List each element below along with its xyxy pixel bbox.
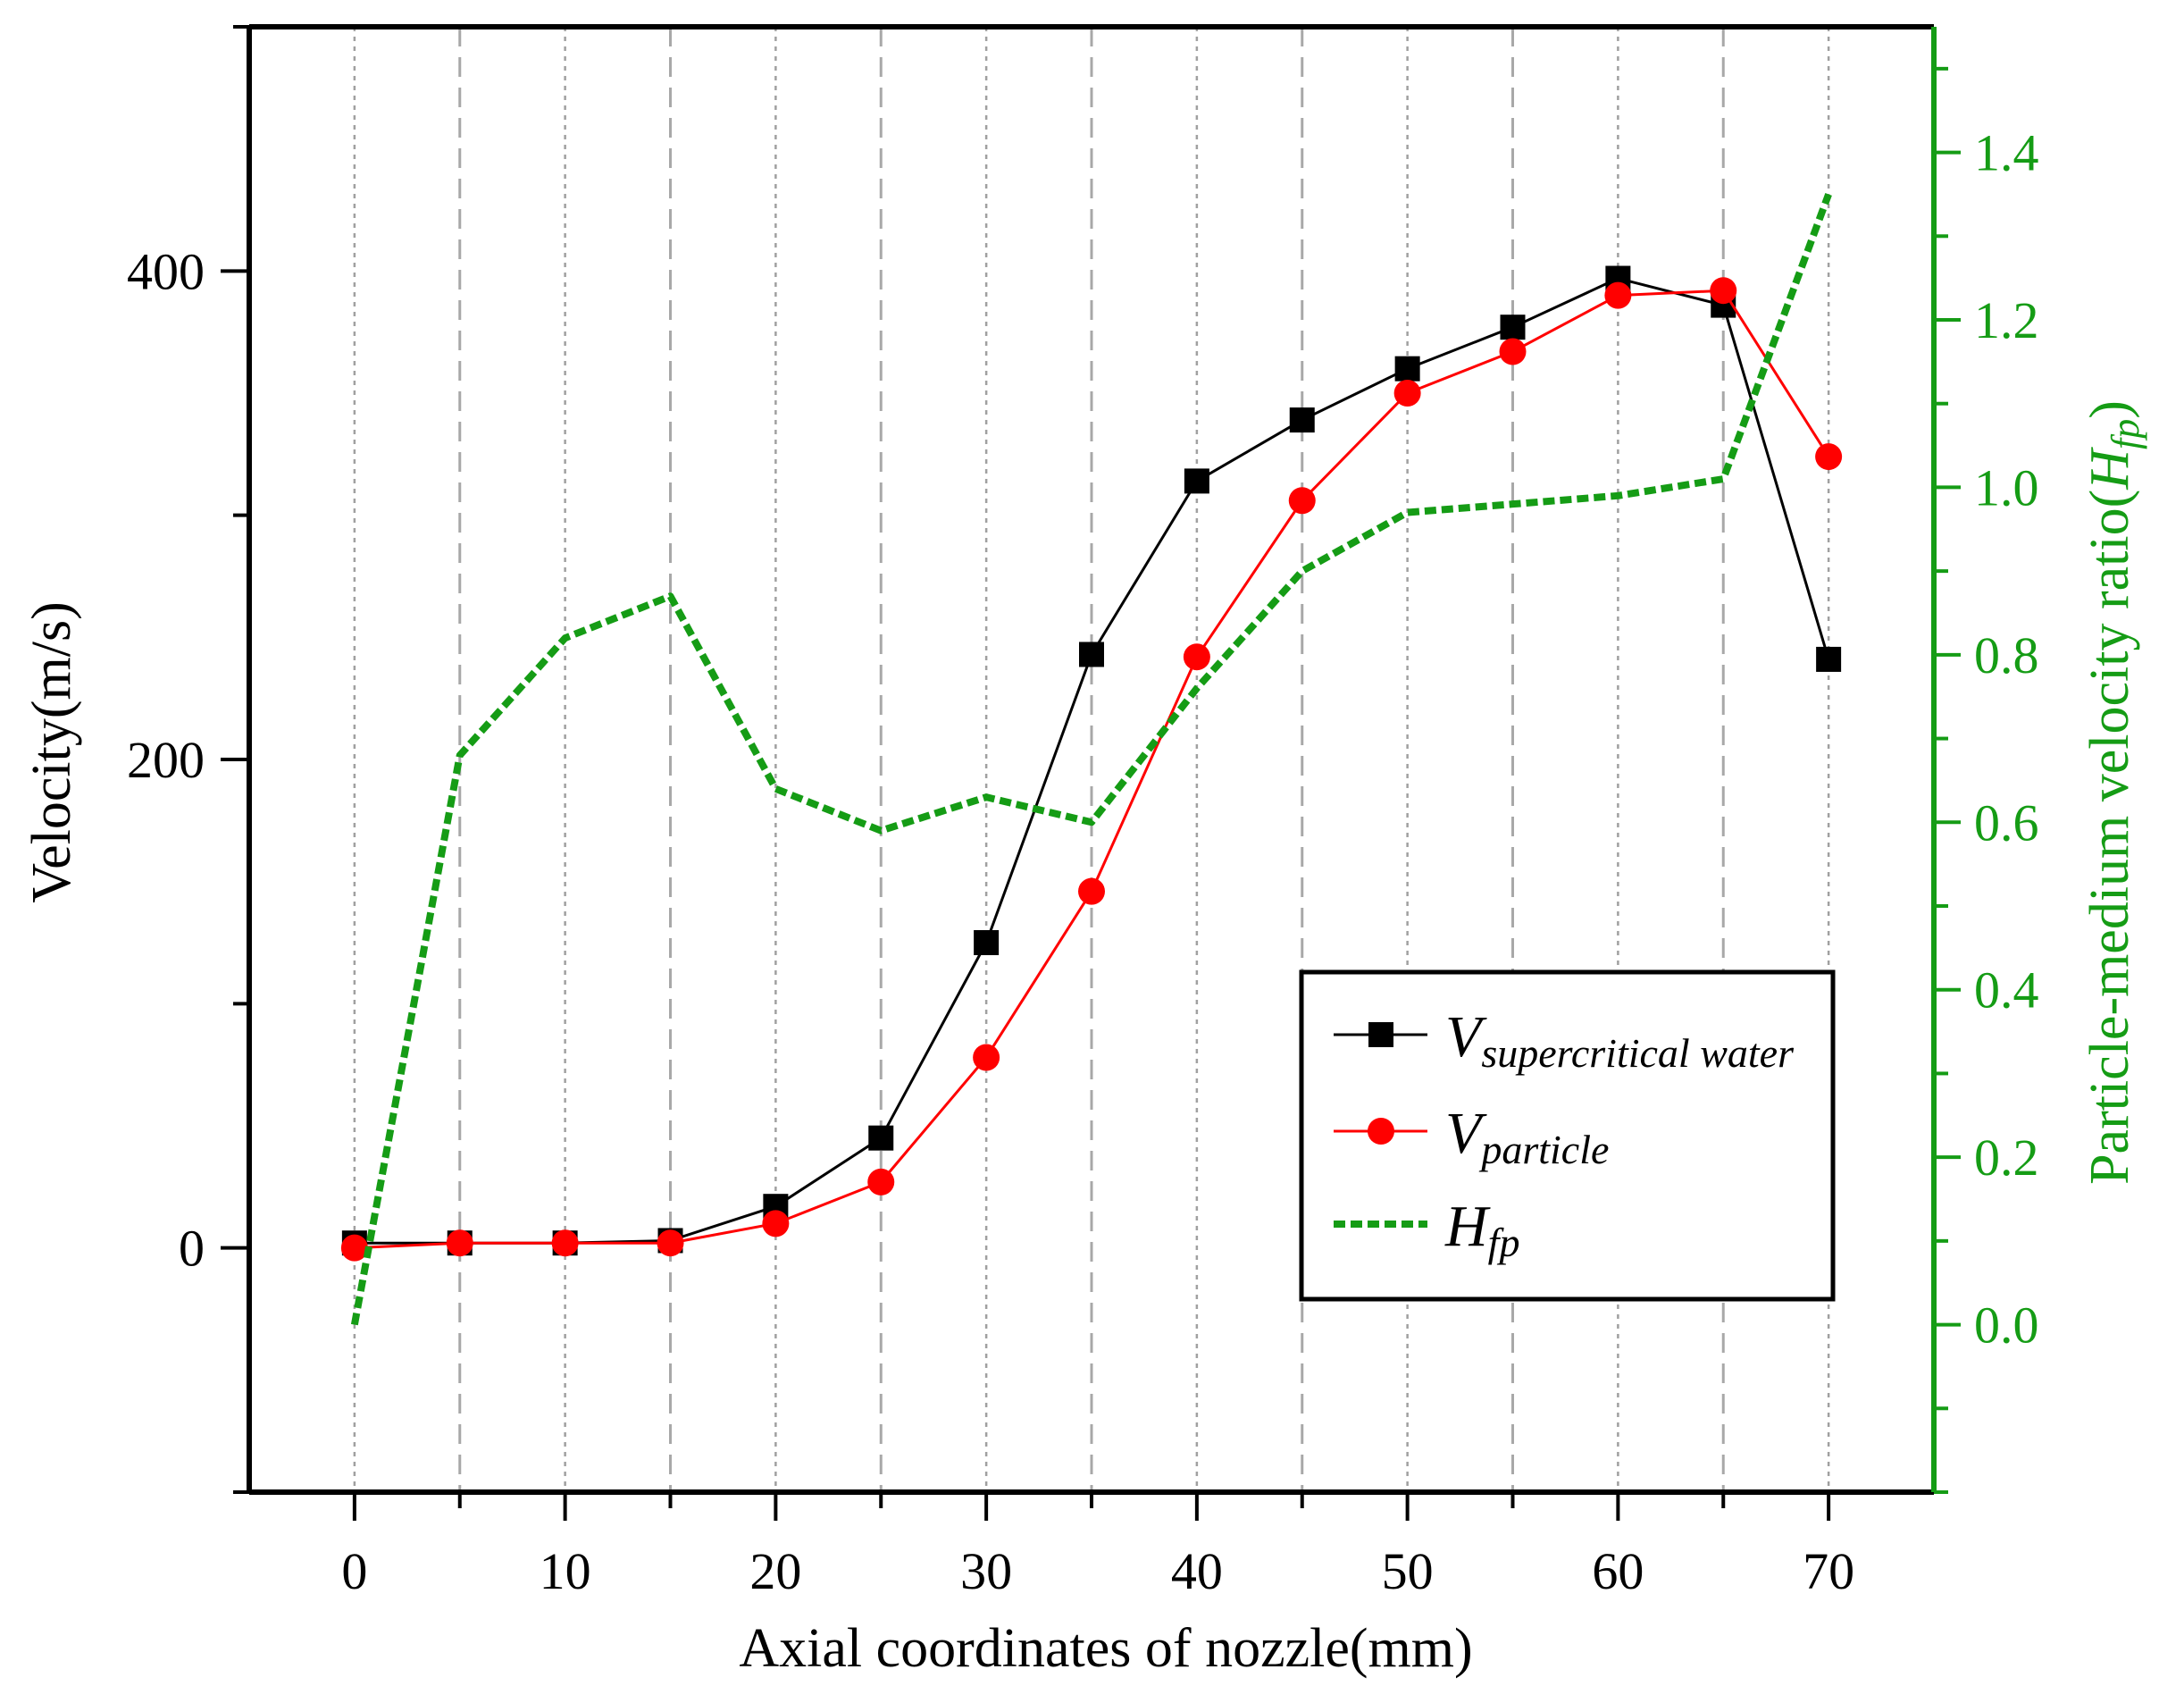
marker-particle [867, 1168, 895, 1195]
marker-particle [1815, 443, 1843, 471]
marker-particle [1288, 487, 1316, 515]
y2-tick-label: 1.4 [1974, 124, 2039, 182]
y2-tick-label: 1.2 [1974, 291, 2039, 349]
marker-particle [657, 1229, 684, 1257]
y-tick-label: 400 [127, 242, 205, 300]
marker-particle [1710, 277, 1737, 305]
y2-axis-title: Particle-medium velocity ratio(Hfp) [2079, 400, 2147, 1185]
marker-water [1500, 315, 1526, 340]
marker-particle [762, 1210, 790, 1237]
y2-tick-label: 0.4 [1974, 961, 2039, 1019]
marker-particle [446, 1229, 473, 1257]
x-tick-label: 40 [1171, 1542, 1223, 1600]
y-tick-label: 200 [127, 731, 205, 789]
y-axis-title: Velocity(m/s) [21, 601, 82, 903]
marker-particle [1183, 643, 1210, 671]
legend-label-hfp: Hfp [1444, 1194, 1519, 1265]
y2-tick-label: 0.0 [1974, 1296, 2039, 1355]
legend-label-particle: Vparticle [1445, 1101, 1609, 1172]
marker-particle [551, 1229, 579, 1257]
legend-label-particle-main: V [1445, 1101, 1487, 1166]
x-tick-label: 0 [341, 1542, 367, 1600]
y2-tick-label: 0.2 [1974, 1128, 2039, 1187]
x-tick-label: 20 [749, 1542, 801, 1600]
y2-tick-label: 1.0 [1974, 458, 2039, 516]
x-tick-label: 10 [540, 1542, 591, 1600]
x-tick-label: 50 [1382, 1542, 1434, 1600]
legend-label-water-sub: supercritical water [1481, 1030, 1795, 1076]
marker-particle [1393, 380, 1421, 407]
x-tick-label: 30 [960, 1542, 1012, 1600]
marker-particle [1499, 338, 1527, 365]
y2-axis-title-close: ) [2079, 400, 2140, 419]
y2-tick-label: 0.6 [1974, 793, 2039, 852]
marker-particle [973, 1044, 1000, 1071]
legend-label-particle-sub: particle [1478, 1127, 1609, 1172]
marker-water [1816, 646, 1842, 672]
marker-water [868, 1125, 894, 1151]
x-axis-title: Axial coordinates of nozzle(mm) [739, 1618, 1472, 1679]
marker-water [974, 930, 1000, 955]
marker-water [1394, 356, 1420, 382]
marker-water [1289, 407, 1315, 433]
marker-water [1184, 468, 1209, 494]
legend-marker-particle [1368, 1118, 1394, 1145]
y2-axis-title-subscript: fp [2104, 419, 2147, 449]
legend-marker-water [1368, 1022, 1393, 1047]
legend-label-hfp-main: H [1444, 1194, 1491, 1259]
legend: Vsupercritical water Vparticle Hfp [1299, 969, 1836, 1302]
x-tick-label: 60 [1592, 1542, 1644, 1600]
plot-series [340, 193, 1843, 1326]
marker-particle [1078, 877, 1105, 905]
y2-tick-label: 0.8 [1974, 626, 2039, 684]
y-tick-label: 0 [179, 1220, 205, 1278]
axis-ticks: 0 10 20 30 40 50 60 70 0 200 400 0.0 0.2 0.4 0.6 0.8 1.0… [127, 25, 2039, 1600]
y2-axis-title-main: Particle-medium velocity ratio( [2079, 490, 2140, 1185]
marker-water [1079, 642, 1104, 667]
marker-particle [340, 1234, 368, 1262]
legend-label-water: Vsupercritical water [1445, 1004, 1795, 1076]
legend-label-water-main: V [1445, 1004, 1487, 1070]
marker-particle [1604, 281, 1632, 309]
legend-label-hfp-sub: fp [1488, 1220, 1520, 1265]
y2-axis-title-symbol: H [2079, 447, 2140, 491]
series-line-hfp [350, 193, 1832, 1326]
x-tick-label: 70 [1803, 1542, 1854, 1600]
